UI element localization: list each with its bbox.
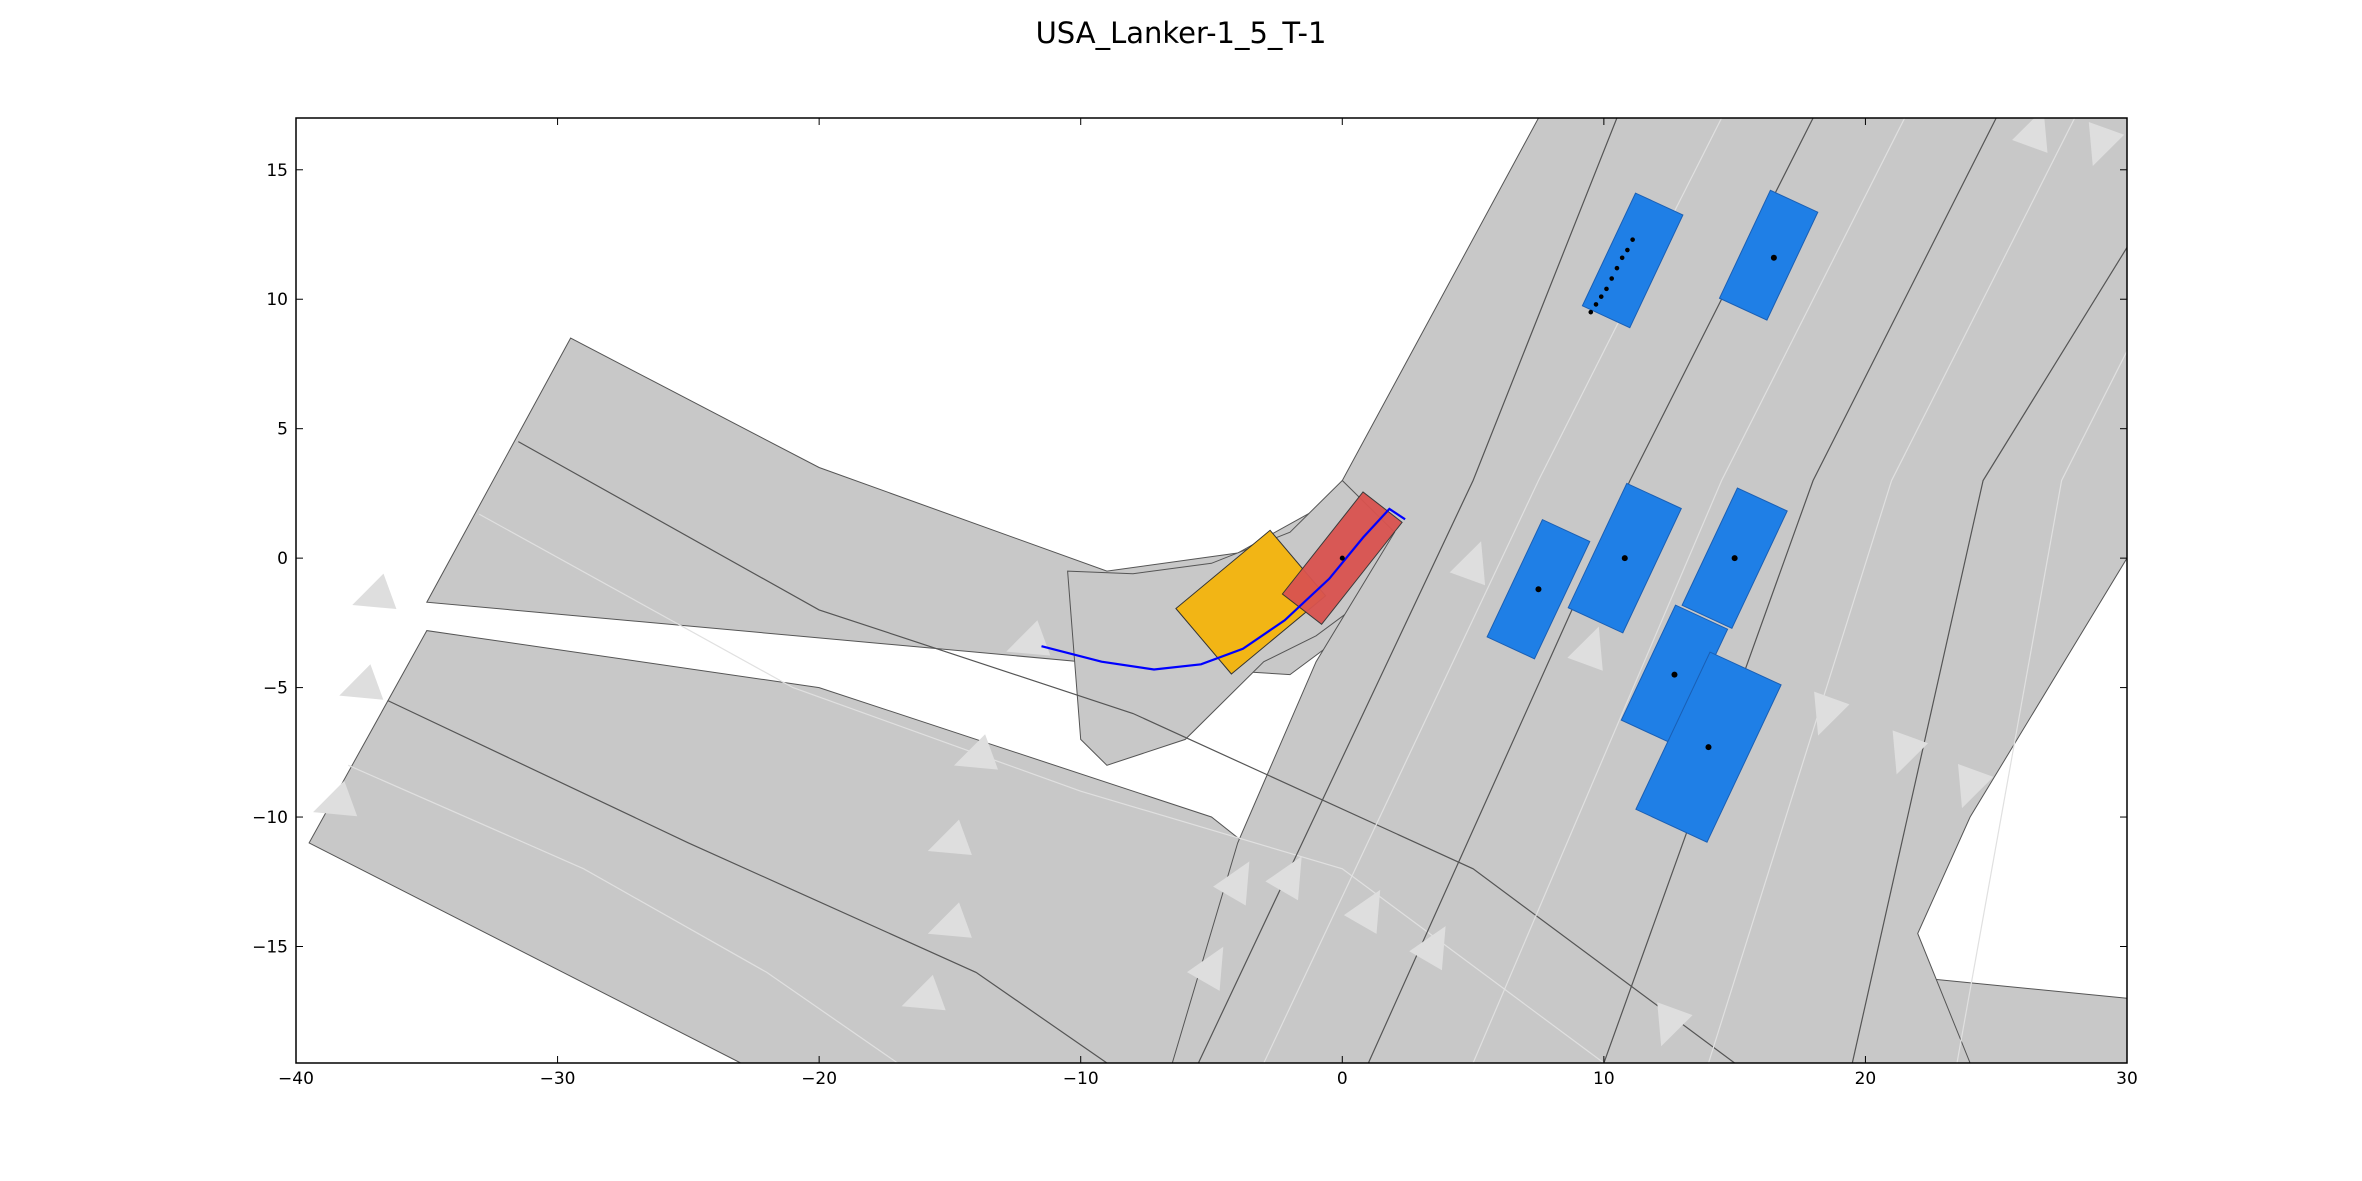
y-tick-label: 0 [277, 549, 288, 569]
direction-arrow-icon [1187, 946, 1224, 991]
direction-arrow-icon [954, 734, 998, 770]
direction-arrow-icon [927, 819, 972, 855]
predicted-path-point [1604, 286, 1609, 292]
lane-line [348, 764, 898, 1063]
obstacle-vehicle [1718, 189, 1819, 321]
direction-arrow-icon [1567, 626, 1603, 671]
x-tick-label: 30 [2116, 1069, 2138, 1089]
direction-arrow-icon [1343, 889, 1381, 934]
x-tick-label: 10 [1593, 1069, 1615, 1089]
center-markers [1339, 237, 1777, 751]
direction-arrow-icon [1006, 620, 1051, 656]
x-tick-label: 0 [1337, 1069, 1348, 1089]
y-tick-label: 15 [266, 161, 288, 181]
lane-direction-arrows [313, 118, 2125, 1047]
obstacle-vehicle [1581, 192, 1684, 329]
axes-frame [295, 117, 2128, 1064]
lane-line [1851, 247, 2127, 1063]
lane-line [1472, 118, 1906, 1063]
obstacle-center-point [1705, 744, 1712, 751]
x-tick-label: −20 [801, 1069, 837, 1089]
y-tick-label: 5 [277, 420, 288, 440]
goal-region [1175, 529, 1327, 675]
direction-arrow-icon [1449, 541, 1486, 586]
x-tick-label: −40 [278, 1069, 314, 1089]
x-tick-label: −10 [1063, 1069, 1099, 1089]
direction-arrow-icon [1657, 1002, 1693, 1047]
y-tick-label: −10 [252, 808, 288, 828]
predicted-path-point [1609, 276, 1615, 281]
direction-arrow-icon [313, 780, 358, 817]
predicted-path-point [1593, 302, 1599, 307]
direction-arrow-icon [2012, 118, 2048, 153]
trajectory-line [1041, 507, 1406, 671]
direction-arrow-icon [339, 664, 384, 700]
lane-line [478, 513, 1605, 1063]
lane-markings [348, 118, 2127, 1063]
planned-trajectory [1041, 507, 1406, 671]
direction-arrow-icon [1409, 926, 1446, 971]
predicted-path-point [1619, 255, 1625, 261]
lane-line [387, 699, 1108, 1063]
predicted-path-point [1588, 309, 1594, 315]
direction-arrow-icon [2088, 122, 2125, 166]
y-tick-label: −5 [263, 679, 288, 699]
direction-arrow-icon [1814, 691, 1850, 736]
obstacle-center-point [1535, 586, 1542, 593]
obstacle-center-point [1621, 555, 1628, 562]
y-tick-label: 10 [266, 290, 288, 310]
lane-line [1603, 118, 1997, 1063]
lane-line [1956, 350, 2127, 1063]
predicted-path-point [1598, 294, 1604, 299]
predicted-path-point [1630, 237, 1635, 242]
y-tick-label: −15 [252, 937, 288, 957]
x-tick-label: −30 [540, 1069, 576, 1089]
lane-line [518, 441, 1735, 1063]
obstacle-center-point [1731, 555, 1738, 562]
goal-region-rect [1175, 529, 1327, 675]
direction-arrow-icon [927, 902, 972, 938]
direction-arrow-icon [1265, 856, 1302, 901]
predicted-path-point [1625, 247, 1630, 253]
x-tick-label: 20 [1855, 1069, 1877, 1089]
predicted-path-point [1614, 265, 1620, 271]
axis-ticks: −40 −30 −20 −10 0 10 20 30 −15 −10 −5 0 5 10 15 [252, 118, 2138, 1089]
direction-arrow-icon [1213, 861, 1250, 906]
direction-arrow-icon [1892, 730, 1928, 775]
chart-title: USA_Lanker-1_5_T-1 [1035, 16, 1327, 50]
direction-arrow-icon [1958, 764, 1994, 809]
ego-center-point [1339, 555, 1345, 561]
obstacle-center-point [1671, 671, 1678, 678]
direction-arrow-icon [352, 573, 397, 609]
direction-arrow-icon [901, 974, 946, 1011]
lane-line [1707, 118, 2076, 1063]
obstacle-center-point [1770, 254, 1777, 261]
